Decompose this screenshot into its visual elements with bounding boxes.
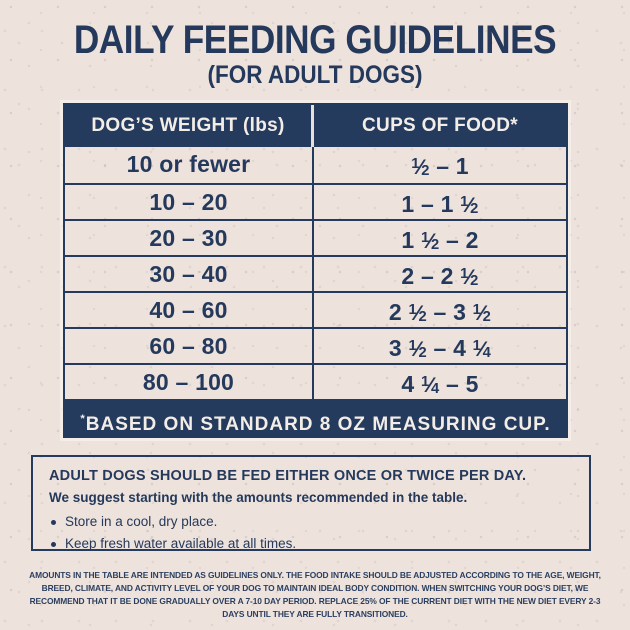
weight-cell: 20 – 30 xyxy=(65,221,314,255)
weight-cell: 40 – 60 xyxy=(65,293,314,327)
weight-cell: 30 – 40 xyxy=(65,257,314,291)
advice-subheading: We suggest starting with the amounts rec… xyxy=(49,490,468,505)
table-header-row: DOG’S WEIGHT (lbs) CUPS OF FOOD* xyxy=(65,105,566,147)
table-row: 30 – 40 2 – 2 1⁄2 xyxy=(65,255,566,291)
page-subtitle: (FOR ADULT DOGS) xyxy=(207,61,423,89)
table-footnote: *BASED ON STANDARD 8 OZ MEASURING CUP. xyxy=(65,399,566,436)
cups-cell: 2 – 2 1⁄2 xyxy=(401,263,479,290)
cups-cell: 1 – 1 1⁄2 xyxy=(401,191,479,218)
cups-cell: 1⁄2 – 1 xyxy=(411,153,469,180)
cups-column-header: CUPS OF FOOD* xyxy=(362,115,518,136)
table-row: 60 – 80 3 1⁄2 – 4 1⁄4 xyxy=(65,327,566,363)
weight-cell: 60 – 80 xyxy=(65,329,314,363)
care-bullets: Store in a cool, dry place. Keep fresh wa… xyxy=(49,511,575,555)
feeding-table-body: 10 or fewer 1⁄2 – 1 10 – 20 1 – 1 1⁄2 20 – 3… xyxy=(65,147,566,399)
table-row: 40 – 60 2 1⁄2 – 3 1⁄2 xyxy=(65,291,566,327)
weight-cell: 10 or fewer xyxy=(65,147,314,183)
cups-cell: 1 1⁄2 – 2 xyxy=(401,227,479,254)
cups-cell: 4 1⁄4 – 5 xyxy=(401,371,479,398)
table-row: 20 – 30 1 1⁄2 – 2 xyxy=(65,219,566,255)
cups-cell: 2 1⁄2 – 3 1⁄2 xyxy=(388,299,492,326)
disclaimer-text: AMOUNTS IN THE TABLE ARE INTENDED AS GUI… xyxy=(29,570,601,619)
weight-column-header: DOG’S WEIGHT (lbs) xyxy=(65,105,314,147)
weight-cell: 80 – 100 xyxy=(65,365,314,399)
table-row: 10 – 20 1 – 1 1⁄2 xyxy=(65,183,566,219)
advice-heading: ADULT DOGS SHOULD BE FED EITHER ONCE OR … xyxy=(49,468,527,484)
feeding-advice-box: ADULT DOGS SHOULD BE FED EITHER ONCE OR … xyxy=(31,455,591,551)
table-row: 80 – 100 4 1⁄4 – 5 xyxy=(65,363,566,399)
cups-cell: 3 1⁄2 – 4 1⁄4 xyxy=(388,335,492,362)
feeding-table: DOG’S WEIGHT (lbs) CUPS OF FOOD* 10 or f… xyxy=(63,103,568,438)
table-row: 10 or fewer 1⁄2 – 1 xyxy=(65,147,566,183)
weight-cell: 10 – 20 xyxy=(65,185,314,219)
page-title: DAILY FEEDING GUIDELINES xyxy=(73,18,557,62)
bullet-item: Keep fresh water available at all times. xyxy=(49,533,575,555)
bullet-item: Store in a cool, dry place. xyxy=(49,511,575,533)
